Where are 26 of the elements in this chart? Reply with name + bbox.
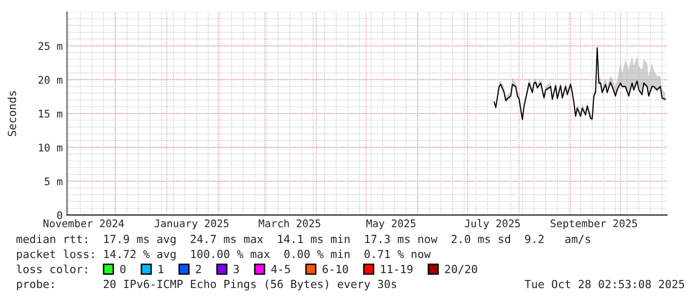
text: packet loss: 14.72 % avg 100.00 % max 0.00 % min 0.71 % now: [17, 250, 431, 260]
y-tick-label: 10 m: [39, 144, 62, 152]
x-tick-label: September 2025: [550, 219, 637, 230]
y-tick-label: 5 m: [44, 178, 62, 186]
y-tick-label: 15 m: [39, 110, 62, 118]
y-tick-label: 20 m: [38, 76, 62, 84]
legend-label: 0: [120, 264, 126, 274]
y-tick-label: 0: [57, 211, 62, 220]
x-tick-label: March 2025: [258, 219, 320, 228]
legend-label: 20/20: [445, 264, 478, 274]
legend-title: loss color:: [16, 264, 87, 274]
legend-label: 3: [234, 264, 239, 274]
x-tick-label: July 2025: [464, 219, 520, 230]
legend-label: 11-19: [381, 264, 412, 274]
x-tick-label: November 2024: [44, 219, 124, 228]
text: median rtt: 17.9 ms avg 24.7 ms max 14.1 ms min 17.3 ms now 2.0 ms sd 9.2 am/s: [16, 234, 590, 246]
legend-label: 2: [196, 264, 201, 274]
legend-label: 1: [158, 264, 164, 274]
legend-label: 6-10: [322, 264, 348, 274]
y-axis-title: Seconds: [8, 91, 16, 136]
text: probe: 20 IPv6-ICMP Echo Pings (56 Bytes) every 30s: [17, 280, 396, 290]
y-tick-label: 25 m: [38, 42, 62, 50]
text: Tue Oct 28 02:53:08 2025: [524, 280, 684, 288]
x-tick-label: January 2025: [154, 219, 228, 230]
x-tick-label: May 2025: [366, 219, 416, 230]
legend-label: 4-5: [271, 264, 290, 274]
